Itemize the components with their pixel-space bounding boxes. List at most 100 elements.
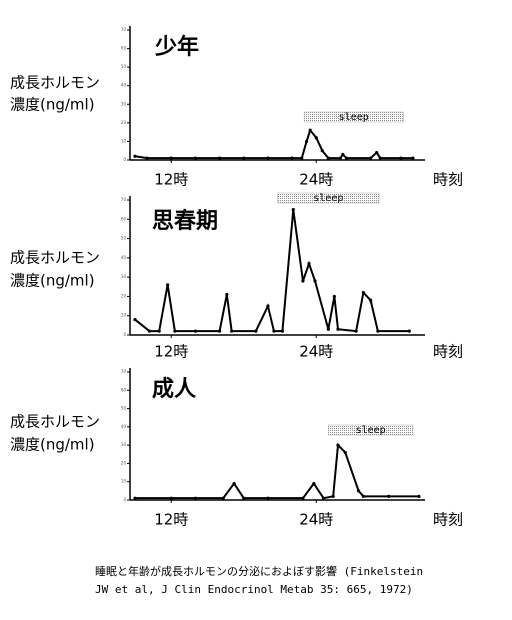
y-tick-label: 20 [121, 120, 127, 125]
data-point [332, 294, 336, 299]
data-point [157, 329, 161, 333]
data-point [369, 156, 373, 160]
data-point [280, 329, 285, 333]
y-tick-label: 70 [121, 369, 127, 374]
data-point [341, 152, 345, 157]
sleep-bar [328, 424, 414, 436]
y-tick-label: 50 [121, 236, 127, 241]
data-point [145, 156, 149, 160]
y-axis-label: 濃度(ng/ml) [10, 272, 95, 290]
data-point [343, 450, 347, 455]
data-point [225, 292, 229, 297]
x-tick-label: 12時 [154, 343, 188, 361]
data-point [217, 156, 222, 160]
x-tick-label: 24時 [299, 343, 333, 361]
data-point [336, 327, 340, 331]
data-point [266, 156, 270, 160]
data-point [169, 156, 173, 160]
sleep-label: sleep [313, 193, 343, 204]
data-point [326, 327, 330, 331]
y-tick-label: 10 [121, 138, 127, 143]
y-tick-label: 10 [121, 313, 127, 318]
x-axis-label: 時刻 [433, 171, 463, 189]
y-tick-label: 20 [121, 460, 127, 465]
data-point [407, 329, 411, 333]
data-point [387, 494, 391, 498]
y-tick-label: 40 [121, 424, 127, 429]
data-point [320, 149, 324, 153]
panel-title: 成人 [152, 377, 196, 402]
panel-title: 思春期 [152, 209, 218, 234]
y-tick-label: 0 [123, 157, 126, 162]
data-point [361, 290, 365, 295]
data-point [193, 496, 198, 500]
data-point [217, 329, 222, 333]
data-point [300, 156, 304, 160]
y-tick-label: 30 [121, 274, 127, 279]
data-point [313, 279, 317, 283]
y-tick-label: 70 [121, 197, 127, 202]
y-tick-label: 50 [121, 64, 127, 69]
data-point [232, 481, 236, 486]
data-point [376, 329, 380, 333]
data-point [375, 150, 379, 155]
data-point [312, 481, 316, 486]
data-point [133, 496, 137, 500]
caption-line: 睡眠と年齢が成長ホルモンの分泌におよぼす影響 (Finkelstein [95, 564, 423, 578]
data-point [301, 496, 305, 500]
y-tick-label: 60 [121, 216, 127, 221]
data-point [133, 317, 137, 322]
data-point [361, 494, 365, 498]
data-point [308, 128, 312, 132]
data-point [369, 298, 373, 302]
y-tick-label: 40 [121, 255, 127, 260]
data-point [193, 329, 198, 333]
data-point [266, 496, 270, 500]
data-point [378, 156, 382, 160]
data-point [307, 262, 311, 266]
y-axis-label: 成長ホルモン [10, 413, 100, 431]
data-point [399, 156, 403, 160]
data-point [272, 329, 276, 333]
panel-title: 少年 [154, 34, 199, 60]
y-tick-label: 50 [121, 406, 127, 411]
data-point [169, 496, 173, 500]
data-point [193, 156, 198, 160]
y-axis-label: 濃度(ng/ml) [10, 436, 95, 454]
data-point [331, 494, 335, 498]
data-point [242, 496, 246, 500]
y-tick-label: 30 [121, 442, 127, 447]
data-point [221, 496, 225, 500]
y-tick-label: 60 [121, 387, 127, 392]
x-tick-label: 24時 [299, 171, 333, 189]
y-tick-label: 40 [121, 83, 127, 88]
x-tick-label: 12時 [154, 171, 188, 189]
y-tick-label: 20 [121, 293, 127, 298]
x-axis-label: 時刻 [433, 343, 463, 361]
x-axis-label: 時刻 [433, 511, 463, 529]
sleep-label: sleep [356, 425, 386, 436]
y-axis-label: 成長ホルモン [10, 249, 100, 267]
data-point [242, 156, 246, 160]
data-point [290, 156, 294, 160]
x-tick-label: 24時 [299, 511, 333, 529]
y-axis-label: 成長ホルモン [10, 74, 100, 92]
data-point [354, 329, 358, 333]
data-line [135, 442, 419, 500]
sleep-label: sleep [339, 112, 369, 123]
x-tick-label: 12時 [154, 511, 188, 529]
y-tick-label: 60 [121, 46, 127, 51]
data-point [338, 156, 343, 160]
data-point [291, 208, 295, 212]
y-axis-label: 濃度(ng/ml) [10, 96, 95, 114]
sleep-bar [303, 111, 404, 123]
y-tick-label: 10 [121, 479, 127, 484]
data-point [254, 329, 258, 333]
caption-line: JW et al, J Clin Endocrinol Metab 35: 66… [95, 583, 413, 596]
data-point [173, 329, 177, 333]
data-point [336, 443, 340, 447]
data-point [326, 156, 330, 160]
data-point [411, 156, 415, 160]
data-point [266, 304, 270, 308]
